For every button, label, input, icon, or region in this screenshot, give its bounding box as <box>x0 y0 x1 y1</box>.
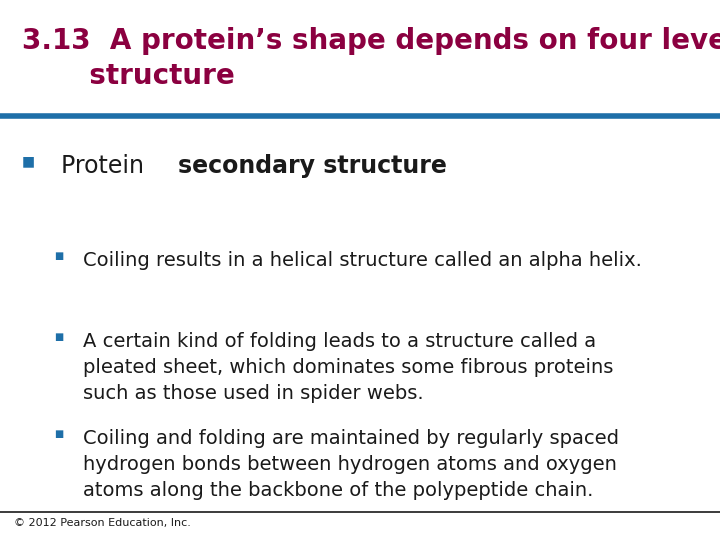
Text: © 2012 Pearson Education, Inc.: © 2012 Pearson Education, Inc. <box>14 518 192 529</box>
Text: Coiling and folding are maintained by regularly spaced
hydrogen bonds between hy: Coiling and folding are maintained by re… <box>83 429 618 500</box>
Text: ■: ■ <box>54 429 63 440</box>
Text: ■: ■ <box>54 251 63 261</box>
Text: secondary structure: secondary structure <box>178 154 447 178</box>
Text: ■: ■ <box>54 332 63 342</box>
Text: Coiling results in a helical structure called an alpha helix.: Coiling results in a helical structure c… <box>83 251 642 270</box>
Text: 3.13  A protein’s shape depends on four levels of
       structure: 3.13 A protein’s shape depends on four l… <box>22 27 720 90</box>
Text: A certain kind of folding leads to a structure called a
pleated sheet, which dom: A certain kind of folding leads to a str… <box>83 332 613 403</box>
Text: ■: ■ <box>22 154 35 168</box>
Text: Protein: Protein <box>61 154 152 178</box>
